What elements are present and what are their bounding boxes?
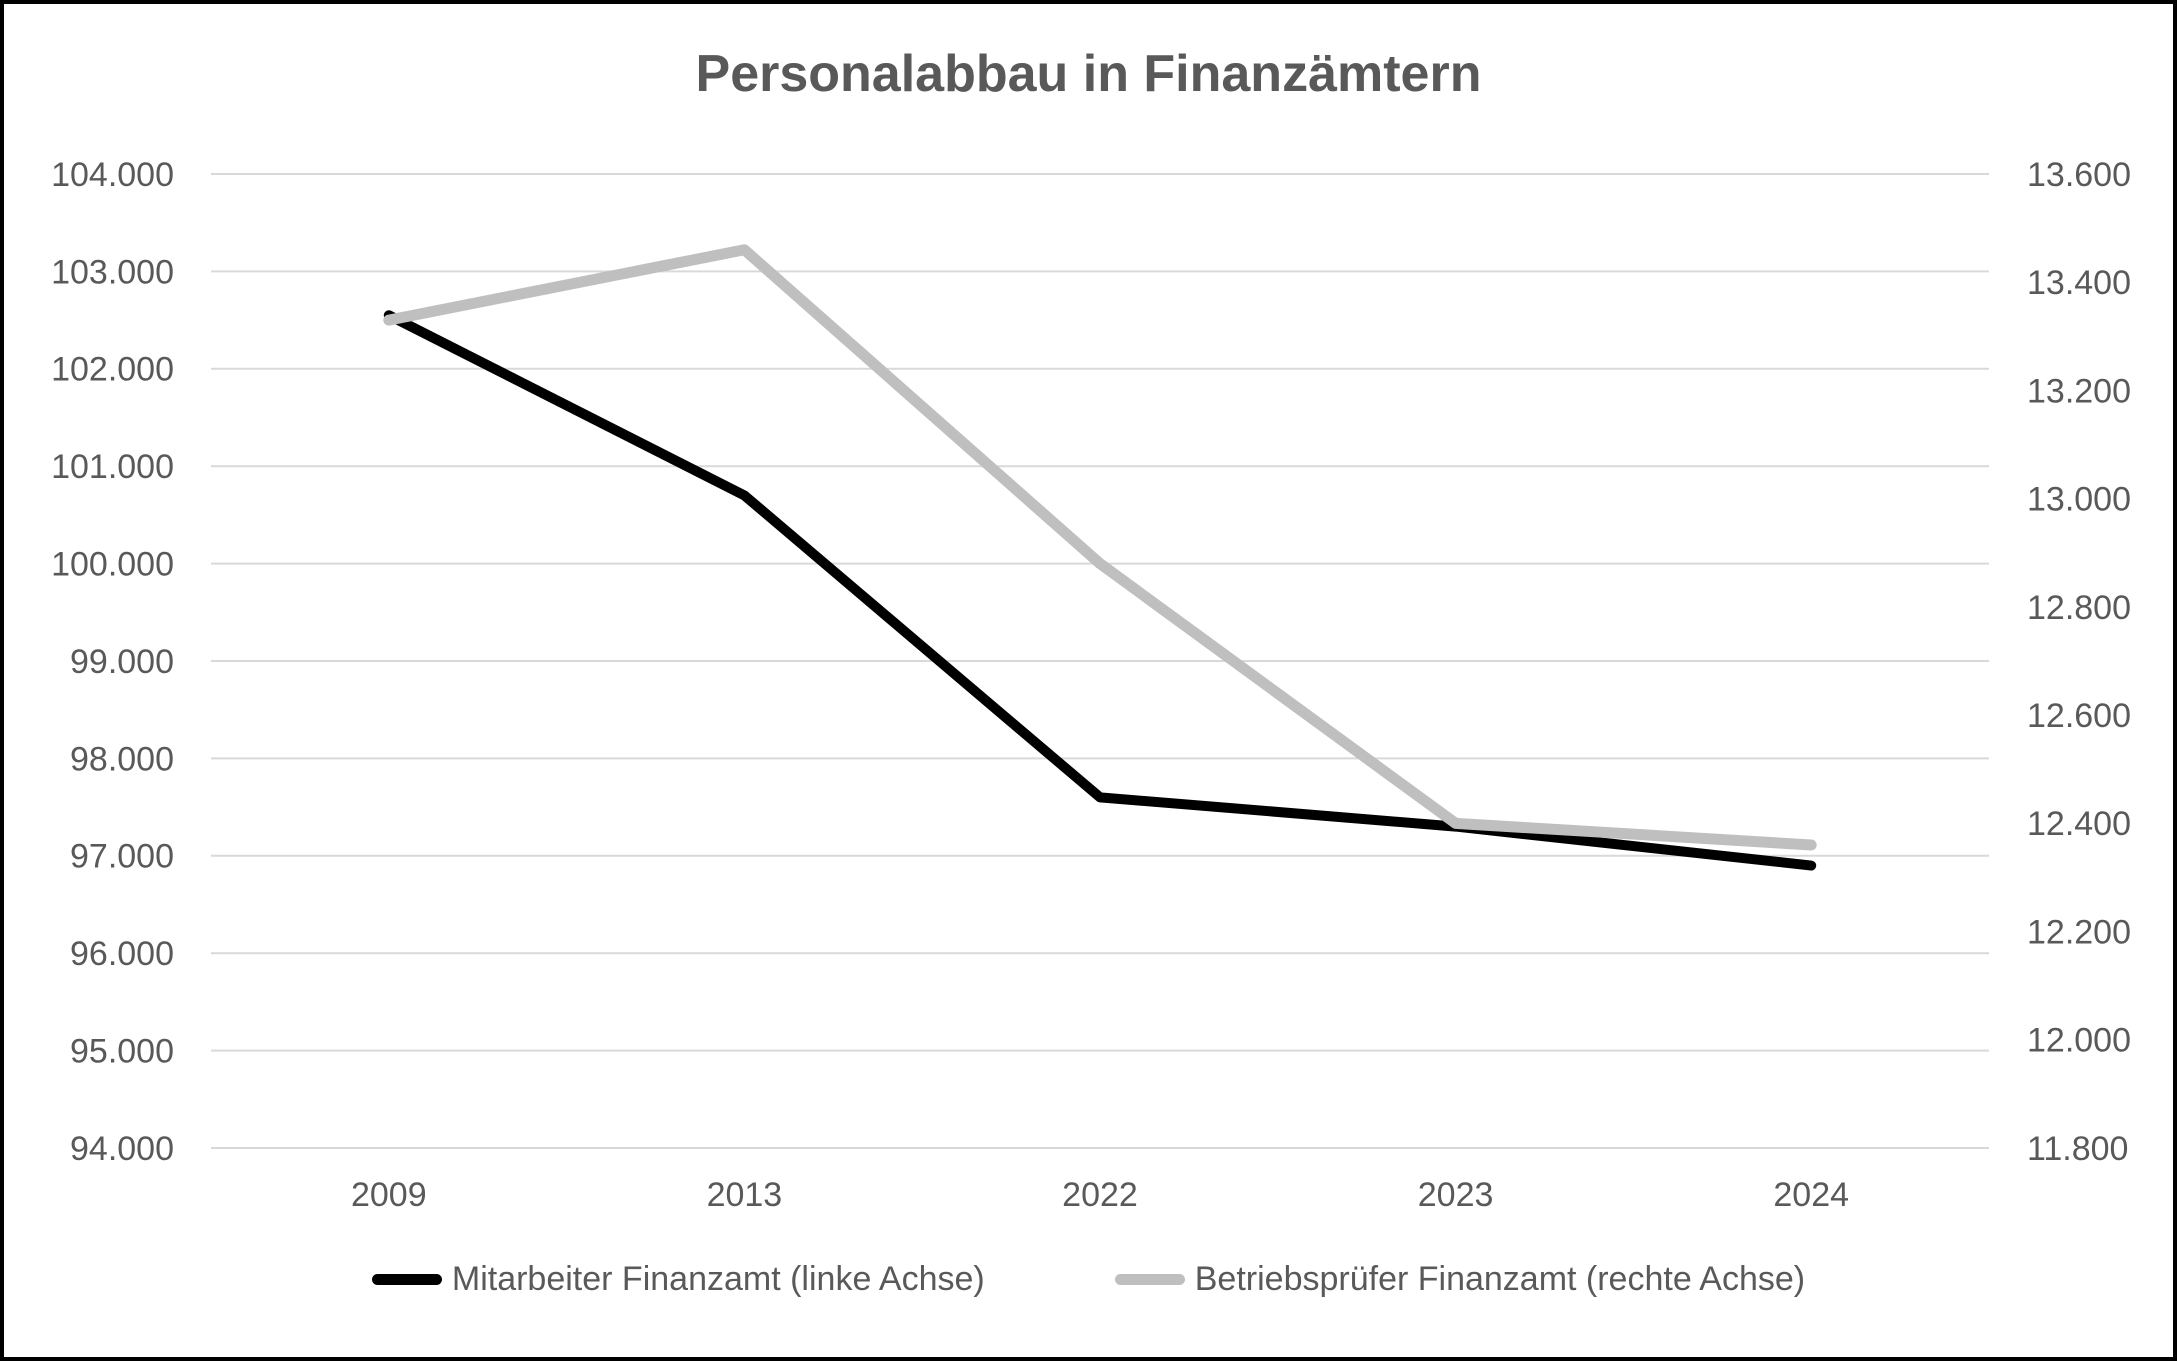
series-line-0 [383, 310, 1817, 871]
y-axis-right-tick-label: 12.200 [2027, 913, 2131, 951]
y-axis-left-tick-label: 99.000 [70, 643, 174, 681]
y-axis-right-tick-label: 11.800 [2027, 1130, 2128, 1168]
y-axis-right-tick-label: 12.400 [2027, 805, 2131, 843]
y-axis-right-tick-label: 12.600 [2027, 697, 2131, 735]
x-axis-category-label: 2009 [351, 1176, 427, 1214]
x-axis-category-label: 2024 [1773, 1176, 1849, 1214]
y-axis-left-tick-label: 102.000 [51, 351, 174, 389]
y-axis-left-tick-label: 95.000 [70, 1033, 174, 1071]
x-axis-category-label: 2023 [1418, 1176, 1494, 1214]
legend-label: Mitarbeiter Finanzamt (linke Achse) [451, 1260, 985, 1298]
y-axis-left-tick-label: 100.000 [51, 546, 174, 584]
y-axis-left-tick-label: 96.000 [70, 935, 174, 973]
y-axis-right-tick-label: 12.800 [2027, 589, 2131, 627]
x-axis-category-label: 2022 [1062, 1176, 1138, 1214]
y-axis-left-tick-label: 98.000 [70, 740, 174, 778]
y-axis-right-tick-label: 13.400 [2027, 264, 2131, 302]
legend-line-swatch [1114, 1274, 1185, 1285]
y-axis-left-tick-label: 94.000 [70, 1130, 174, 1168]
legend-item-1: Betriebsprüfer Finanzamt (rechte Achse) [1114, 1260, 1806, 1299]
y-axis-right-tick-label: 13.200 [2027, 372, 2131, 410]
y-axis-right-tick-label: 13.600 [2027, 156, 2131, 194]
y-axis-right-tick-label: 12.000 [2027, 1022, 2131, 1060]
y-axis-left-tick-label: 104.000 [51, 156, 174, 194]
chart-title: Personalabbau in Finanzämtern [695, 45, 1482, 103]
x-axis-category-label: 2013 [707, 1176, 783, 1214]
y-axis-right-tick-label: 13.000 [2027, 481, 2131, 519]
y-axis-left-tick-label: 97.000 [70, 838, 174, 876]
chart-legend: Mitarbeiter Finanzamt (linke Achse) Betri… [4, 1260, 2173, 1299]
series-line-1 [383, 244, 1817, 851]
y-axis-left-tick-label: 103.000 [51, 253, 174, 291]
legend-label: Betriebsprüfer Finanzamt (rechte Achse) [1194, 1260, 1806, 1298]
legend-line-swatch [371, 1274, 442, 1285]
y-axis-left-tick-label: 101.000 [51, 448, 174, 486]
chart-plot-area: 104.000 103.000 102.000 101.000 100.000 99.00… [51, 156, 2131, 1214]
legend-item-0: Mitarbeiter Finanzamt (linke Achse) [371, 1260, 985, 1299]
